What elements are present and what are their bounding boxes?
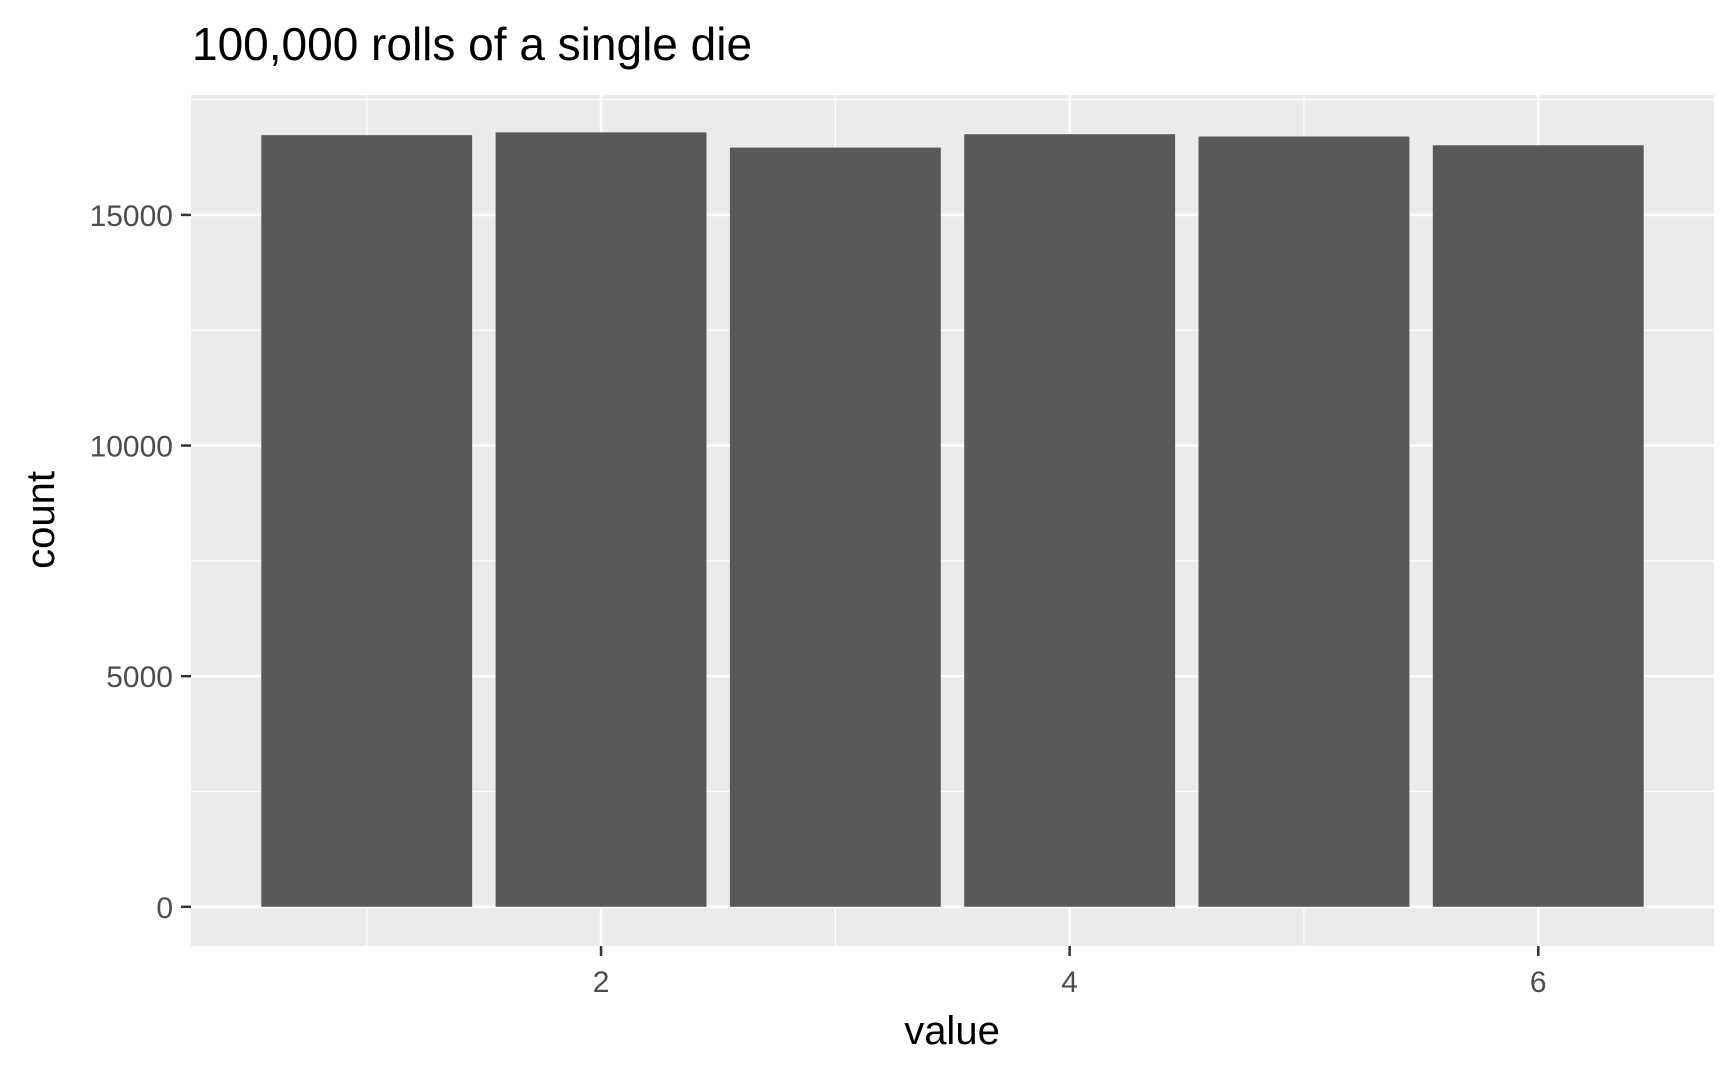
- bar: [729, 147, 941, 907]
- x-axis-title: value: [904, 1009, 1000, 1053]
- bar: [964, 134, 1176, 907]
- bar: [495, 132, 707, 907]
- x-tick-label: 4: [1061, 966, 1078, 999]
- y-tick-label: 15000: [90, 200, 173, 233]
- x-tick-label: 2: [593, 966, 610, 999]
- x-tick-label: 6: [1530, 966, 1547, 999]
- chart-title: 100,000 rolls of a single die: [192, 18, 752, 70]
- y-axis: 0 5000 10000 15000: [90, 200, 191, 925]
- x-axis: 2 4 6: [593, 946, 1547, 999]
- y-tick-label: 10000: [90, 431, 173, 464]
- bar: [1432, 145, 1644, 907]
- bar: [1198, 136, 1410, 907]
- y-axis-title: count: [19, 471, 63, 569]
- y-tick-label: 5000: [106, 661, 173, 694]
- bars: [261, 132, 1644, 907]
- bar: [261, 135, 473, 907]
- y-tick-label: 0: [156, 892, 173, 925]
